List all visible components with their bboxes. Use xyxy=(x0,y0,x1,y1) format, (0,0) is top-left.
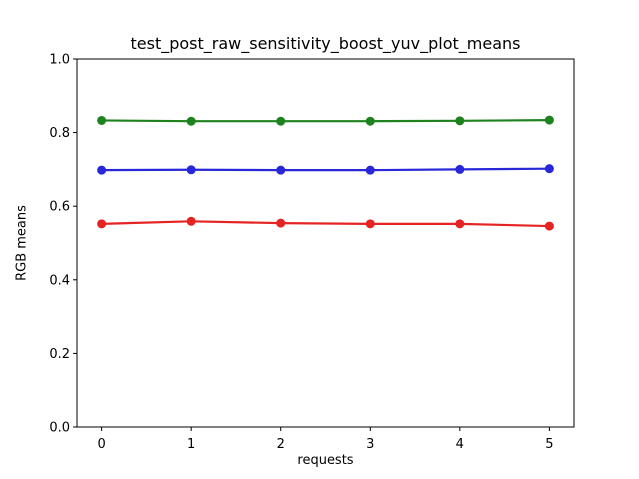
x-axis-label: requests xyxy=(297,453,354,468)
data-point-marker-red-series xyxy=(365,219,375,229)
y-tick-label: 0.8 xyxy=(49,126,70,141)
series-line-red-series xyxy=(100,220,551,228)
data-point-marker-red-series xyxy=(455,219,465,229)
y-tick-label: 0.4 xyxy=(49,273,70,288)
data-point-marker-red-series xyxy=(544,221,554,231)
y-tick-label: 0.6 xyxy=(49,200,70,215)
data-point-marker-green-series xyxy=(276,116,286,126)
data-point-marker-green-series xyxy=(544,115,554,125)
x-tick-label: 5 xyxy=(545,437,553,452)
data-point-marker-blue-series xyxy=(97,165,107,175)
data-point-marker-blue-series xyxy=(455,164,465,174)
y-tick-label: 1.0 xyxy=(49,53,70,68)
plot-frame xyxy=(76,58,575,428)
series-line-green-series xyxy=(100,118,551,123)
x-tick-label: 1 xyxy=(187,437,195,452)
data-point-marker-red-series xyxy=(186,216,196,226)
y-tick-label: 0.0 xyxy=(49,421,70,436)
series-line-blue-series xyxy=(100,167,551,172)
data-point-marker-red-series xyxy=(276,218,286,228)
data-point-marker-red-series xyxy=(97,219,107,229)
x-tick-label: 0 xyxy=(97,437,105,452)
data-point-marker-green-series xyxy=(455,116,465,126)
x-tick-label: 2 xyxy=(277,437,285,452)
x-tick-label: 4 xyxy=(456,437,464,452)
x-tick-label: 3 xyxy=(366,437,374,452)
data-point-marker-green-series xyxy=(186,116,196,126)
data-point-marker-green-series xyxy=(97,115,107,125)
data-point-marker-blue-series xyxy=(276,165,286,175)
data-point-marker-green-series xyxy=(365,116,375,126)
data-point-marker-blue-series xyxy=(186,165,196,175)
y-tick-label: 0.2 xyxy=(49,347,70,362)
plot-title: test_post_raw_sensitivity_boost_yuv_plot… xyxy=(130,34,521,53)
data-point-marker-blue-series xyxy=(544,164,554,174)
data-point-marker-blue-series xyxy=(365,165,375,175)
